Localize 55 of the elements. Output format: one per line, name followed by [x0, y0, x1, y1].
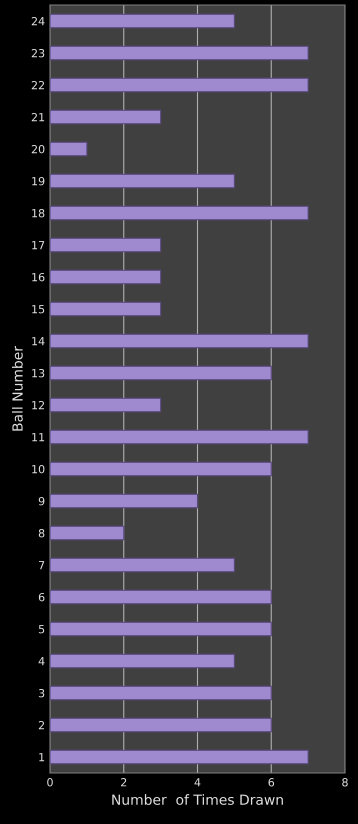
bar — [50, 558, 235, 572]
y-tick-label: 2 — [38, 720, 44, 730]
bar — [50, 366, 272, 380]
bar — [50, 494, 198, 508]
y-tick-label: 17 — [32, 241, 44, 250]
y-tick-label: 1 — [39, 753, 44, 762]
y-tick-label: 19 — [32, 176, 44, 186]
y-tick-label: 24 — [32, 16, 45, 26]
bar — [50, 174, 235, 188]
bar — [50, 238, 162, 252]
y-tick-label: 23 — [32, 48, 44, 58]
bar — [50, 302, 162, 316]
x-tick-label: 2 — [121, 778, 126, 786]
y-tick-label: 3 — [38, 688, 44, 698]
bar — [50, 110, 162, 124]
bar — [50, 46, 309, 60]
bar — [50, 270, 162, 284]
bar — [50, 430, 309, 444]
y-tick-label: 6 — [38, 592, 44, 602]
y-tick-label: 7 — [38, 561, 44, 570]
y-tick-label: 11 — [32, 433, 44, 442]
y-tick-label: 18 — [32, 208, 44, 218]
bar — [50, 718, 272, 732]
bar — [50, 78, 309, 92]
y-tick-label: 21 — [32, 112, 44, 122]
y-tick-label: 20 — [32, 144, 44, 154]
bar — [50, 398, 162, 412]
y-tick-label: 10 — [32, 464, 44, 474]
y-tick-label: 22 — [32, 80, 44, 90]
y-tick-label: 5 — [38, 625, 44, 634]
x-tick-label: 4 — [194, 778, 200, 786]
bar — [50, 334, 309, 348]
bar — [50, 686, 272, 700]
y-tick-label: 13 — [32, 368, 44, 378]
bar — [50, 654, 235, 668]
y-tick-label: 9 — [38, 496, 44, 506]
bar — [50, 622, 272, 636]
bar — [50, 462, 272, 476]
y-tick-label: 12 — [32, 400, 44, 410]
y-tick-label: 16 — [32, 272, 44, 282]
x-axis-title: Number of Times Drawn — [112, 794, 283, 805]
x-tick-label: 6 — [268, 778, 274, 786]
bar — [50, 750, 309, 764]
bar — [50, 142, 88, 156]
x-tick-label: 0 — [47, 778, 53, 786]
y-tick-label: 14 — [32, 337, 45, 346]
bar — [50, 14, 235, 28]
x-tick-label: 8 — [342, 778, 348, 786]
y-axis-title: Ball Number — [12, 346, 23, 431]
bar — [50, 590, 272, 604]
y-tick-label: 15 — [32, 305, 44, 314]
y-tick-label: 8 — [38, 528, 44, 538]
y-tick-label: 4 — [38, 657, 45, 666]
bar — [50, 526, 124, 540]
bar — [50, 206, 309, 220]
